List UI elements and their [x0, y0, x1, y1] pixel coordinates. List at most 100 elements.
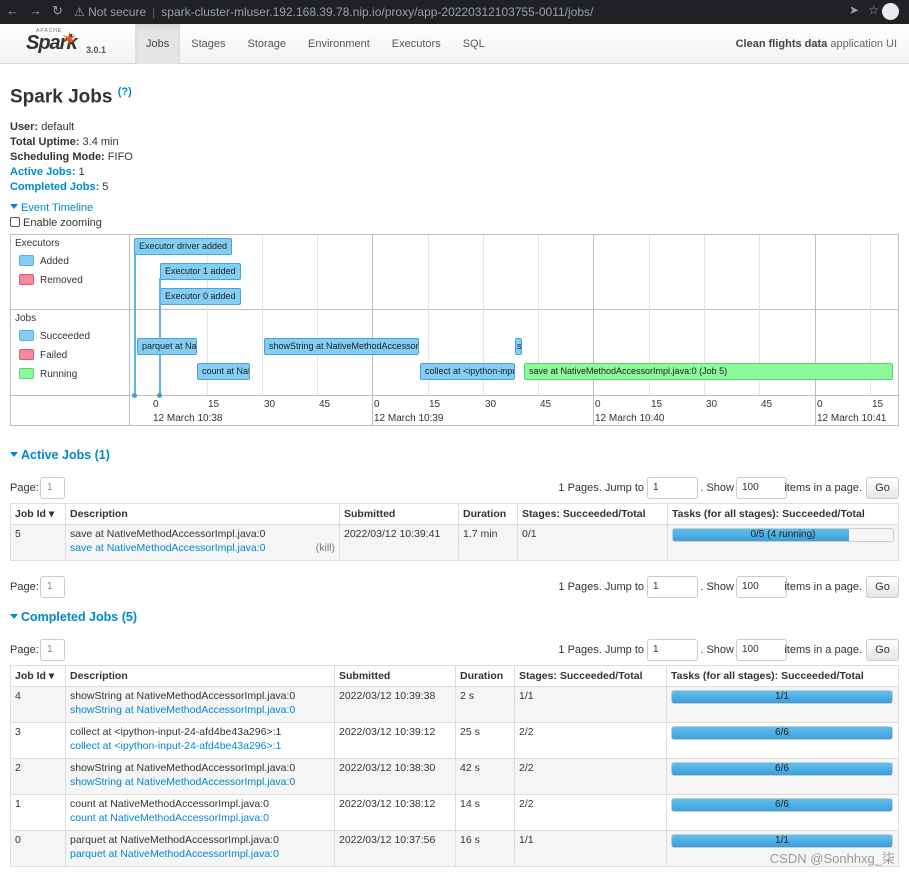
jump-to-input[interactable]: 1 — [647, 639, 698, 661]
go-button[interactable]: Go — [866, 576, 899, 598]
nav-tabs: Jobs Stages Storage Environment Executor… — [135, 24, 496, 64]
col-duration[interactable]: Duration — [458, 503, 518, 525]
jump-to-input[interactable]: 1 — [647, 576, 698, 598]
legend-added: Added — [19, 255, 69, 267]
page-size-input[interactable]: 100 — [736, 477, 787, 499]
jump-to-input[interactable]: 1 — [647, 477, 698, 499]
timeline-grid-line — [428, 235, 429, 395]
help-link[interactable]: (?) — [117, 86, 132, 98]
page-title: Spark Jobs (?) — [10, 86, 132, 108]
reload-icon[interactable]: ↻ — [52, 3, 63, 18]
event-timeline-toggle[interactable]: Event Timeline — [10, 202, 93, 214]
uptime-label: Total Uptime: — [10, 136, 80, 148]
job-description-link[interactable]: showString at NativeMethodAccessorImpl.j… — [70, 776, 296, 788]
executors-group-label: Executors — [15, 238, 60, 249]
bookmark-star-icon[interactable]: ☆ — [868, 3, 879, 17]
job-bar[interactable]: s — [515, 338, 522, 355]
back-arrow-icon[interactable]: ← — [6, 3, 19, 18]
active-jobs-heading[interactable]: Active Jobs (1) — [10, 448, 110, 462]
warning-icon: ⚠ — [74, 5, 85, 19]
job-bar[interactable]: count at Nat — [197, 363, 250, 380]
table-row: 4 showString at NativeMethodAccessorImpl… — [10, 686, 899, 723]
timeline-axis-divider — [11, 395, 898, 396]
job-description-link[interactable]: showString at NativeMethodAccessorImpl.j… — [70, 704, 296, 716]
enable-zooming[interactable]: Enable zooming — [10, 217, 102, 229]
job-description-link[interactable]: parquet at NativeMethodAccessorImpl.java… — [70, 848, 279, 860]
col-submitted[interactable]: Submitted — [339, 503, 459, 525]
task-progress-text: 6/6 — [775, 799, 789, 810]
job-duration: 14 s — [455, 794, 515, 831]
col-submitted[interactable]: Submitted — [334, 665, 456, 687]
job-tasks: 1/1 — [666, 830, 899, 867]
col-stages[interactable]: Stages: Succeeded/Total — [517, 503, 668, 525]
page-title-text: Spark Jobs — [10, 86, 113, 108]
job-description-text: save at NativeMethodAccessorImpl.java:0 — [70, 528, 266, 540]
timeline-grid-line — [207, 235, 208, 395]
task-progress-fill — [672, 691, 892, 703]
page-size-input[interactable]: 100 — [736, 639, 787, 661]
job-bar-running[interactable]: save at NativeMethodAccessorImpl.java:0 … — [524, 363, 893, 380]
event-timeline[interactable]: Executors Added Removed Jobs Succeeded F… — [10, 234, 899, 426]
job-stages: 2/2 — [514, 758, 667, 795]
tab-sql[interactable]: SQL — [462, 38, 485, 50]
spark-logo[interactable]: APACHE Spark ✶ 3.0.1 — [24, 28, 124, 60]
col-tasks[interactable]: Tasks (for all stages): Succeeded/Total — [667, 503, 899, 525]
removed-swatch — [19, 274, 34, 285]
tab-storage[interactable]: Storage — [247, 38, 287, 50]
col-description[interactable]: Description — [65, 665, 335, 687]
job-tasks: 6/6 — [666, 794, 899, 831]
page-number-input[interactable]: 1 — [40, 576, 65, 598]
tab-stages[interactable]: Stages — [191, 38, 226, 50]
job-tasks: 1/1 — [666, 686, 899, 723]
col-duration[interactable]: Duration — [455, 665, 515, 687]
job-bar[interactable]: collect at <ipython-inpu — [420, 363, 515, 380]
axis-tick: 0 — [374, 399, 380, 410]
executor-event[interactable]: Executor driver added — [134, 238, 233, 255]
timeline-grid-line — [704, 235, 705, 395]
send-icon[interactable]: ➤ — [848, 3, 859, 17]
col-job-id[interactable]: Job Id ▾ — [10, 665, 66, 687]
profile-avatar-icon[interactable] — [882, 3, 899, 20]
job-id: 4 — [10, 686, 66, 723]
address-bar[interactable]: ⚠ Not secure | spark-cluster-mluser.192.16… — [74, 2, 854, 22]
tab-environment[interactable]: Environment — [308, 38, 370, 50]
col-description[interactable]: Description — [65, 503, 340, 525]
url-text: spark-cluster-mluser.192.168.39.78.nip.i… — [161, 5, 594, 19]
executor-event[interactable]: Executor 0 added — [160, 288, 241, 305]
zoom-checkbox[interactable] — [10, 217, 20, 227]
job-description-link[interactable]: count at NativeMethodAccessorImpl.java:0 — [70, 812, 270, 824]
go-button[interactable]: Go — [866, 639, 899, 661]
job-description-text: showString at NativeMethodAccessorImpl.j… — [70, 762, 296, 774]
col-stages[interactable]: Stages: Succeeded/Total — [514, 665, 667, 687]
job-summary: User: default Total Uptime: 3.4 min Sche… — [10, 120, 133, 195]
timeline-grid-line — [870, 235, 871, 395]
completed-jobs-table: Job Id ▾ Description Submitted Duration … — [10, 665, 899, 867]
active-jobs-link[interactable]: Active Jobs: — [10, 166, 76, 178]
job-description-link[interactable]: collect at <ipython-input-24-afd4be43a29… — [70, 740, 282, 752]
timeline-grid-line — [649, 235, 650, 395]
job-tasks: 6/6 — [666, 722, 899, 759]
forward-arrow-icon[interactable]: → — [29, 3, 42, 18]
col-tasks[interactable]: Tasks (for all stages): Succeeded/Total — [666, 665, 899, 687]
kill-link[interactable]: (kill) — [315, 542, 335, 554]
executor-event[interactable]: Executor 1 added — [160, 263, 241, 280]
tab-jobs[interactable]: Jobs — [135, 24, 181, 64]
zoom-label: Enable zooming — [23, 217, 102, 229]
job-bar[interactable]: parquet at Na — [137, 338, 197, 355]
completed-jobs-link[interactable]: Completed Jobs: — [10, 181, 100, 193]
page-size-input[interactable]: 100 — [736, 576, 787, 598]
task-progress-bar: 6/6 — [671, 798, 893, 812]
completed-jobs-heading[interactable]: Completed Jobs (5) — [10, 610, 137, 624]
col-job-id[interactable]: Job Id ▾ — [10, 503, 66, 525]
job-duration: 42 s — [455, 758, 515, 795]
go-button[interactable]: Go — [866, 477, 899, 499]
caret-down-icon — [10, 452, 18, 457]
job-id: 0 — [10, 830, 66, 867]
job-description-link[interactable]: save at NativeMethodAccessorImpl.java:0 — [70, 542, 266, 554]
scheduling-mode-label: Scheduling Mode: — [10, 151, 105, 163]
page-number-input[interactable]: 1 — [40, 477, 65, 499]
running-swatch — [19, 368, 34, 379]
page-number-input[interactable]: 1 — [40, 639, 65, 661]
job-bar[interactable]: showString at NativeMethodAccessorI — [264, 338, 419, 355]
tab-executors[interactable]: Executors — [391, 38, 441, 50]
